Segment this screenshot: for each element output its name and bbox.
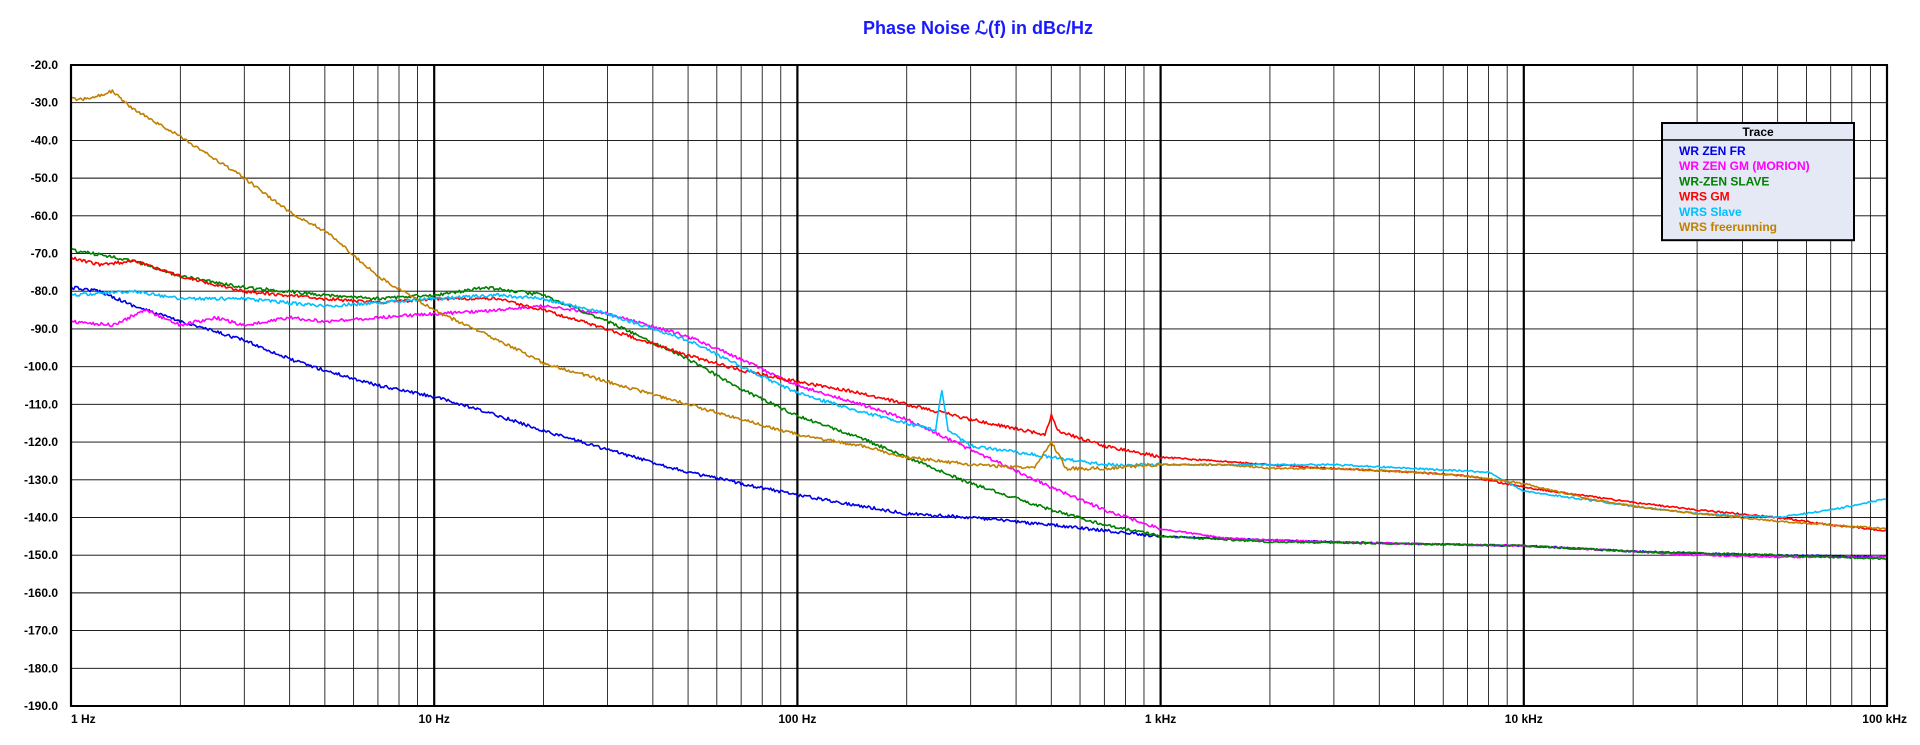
y-tick-label: -100.0 [24,360,58,374]
x-tick-label: 100 Hz [778,712,816,726]
chart-title: Phase Noise ℒ(f) in dBc/Hz [863,18,1093,38]
x-tick-label: 10 Hz [419,712,450,726]
y-tick-label: -40.0 [31,133,59,147]
legend-entry: WR-ZEN SLAVE [1679,174,1769,188]
y-tick-label: -70.0 [31,247,59,261]
y-tick-label: -190.0 [24,699,58,713]
y-tick-label: -20.0 [31,58,59,72]
legend-entry: WRS GM [1679,190,1730,204]
y-axis-ticks: -20.0 -30.0 -40.0 -50.0 -60.0 -70.0 -80.0 -90.0… [24,58,58,713]
series-layer [70,89,1888,561]
series-line [70,289,1888,519]
y-tick-label: -90.0 [31,322,59,336]
legend-entry: WRS Slave [1679,205,1742,219]
y-tick-label: -60.0 [31,209,59,223]
y-tick-label: -170.0 [24,624,58,638]
major-gridlines [69,64,1889,707]
x-tick-label: 1 Hz [71,712,96,726]
y-tick-label: -120.0 [24,435,58,449]
y-tick-label: -180.0 [24,661,58,675]
legend-entry: WR ZEN FR [1679,144,1746,158]
y-tick-label: -50.0 [31,171,59,185]
y-tick-label: -150.0 [24,548,58,562]
series-line [70,89,1888,530]
y-tick-label: -160.0 [24,586,58,600]
legend-box [1661,122,1855,242]
x-tick-label: 10 kHz [1505,712,1543,726]
series-line [70,256,1888,532]
y-tick-label: -110.0 [25,397,59,411]
y-tick-label: -140.0 [24,510,58,524]
plot-frame [70,64,1888,707]
legend-title: Trace [1742,125,1774,139]
series-line [70,304,1888,559]
legend-entry: WR ZEN GM (MORION) [1679,159,1810,173]
y-tick-label: -130.0 [24,473,58,487]
x-axis-ticks: 1 Hz 10 Hz 100 Hz 1 kHz 10 kHz 100 kHz [71,712,1907,726]
legend-entry: WRS freerunning [1679,220,1777,234]
x-tick-label: 100 kHz [1862,712,1907,726]
x-tick-label: 1 kHz [1145,712,1176,726]
minor-gridlines [179,65,1871,706]
y-tick-label: -30.0 [31,96,59,110]
y-tick-label: -80.0 [31,284,59,298]
series-line [70,248,1888,561]
